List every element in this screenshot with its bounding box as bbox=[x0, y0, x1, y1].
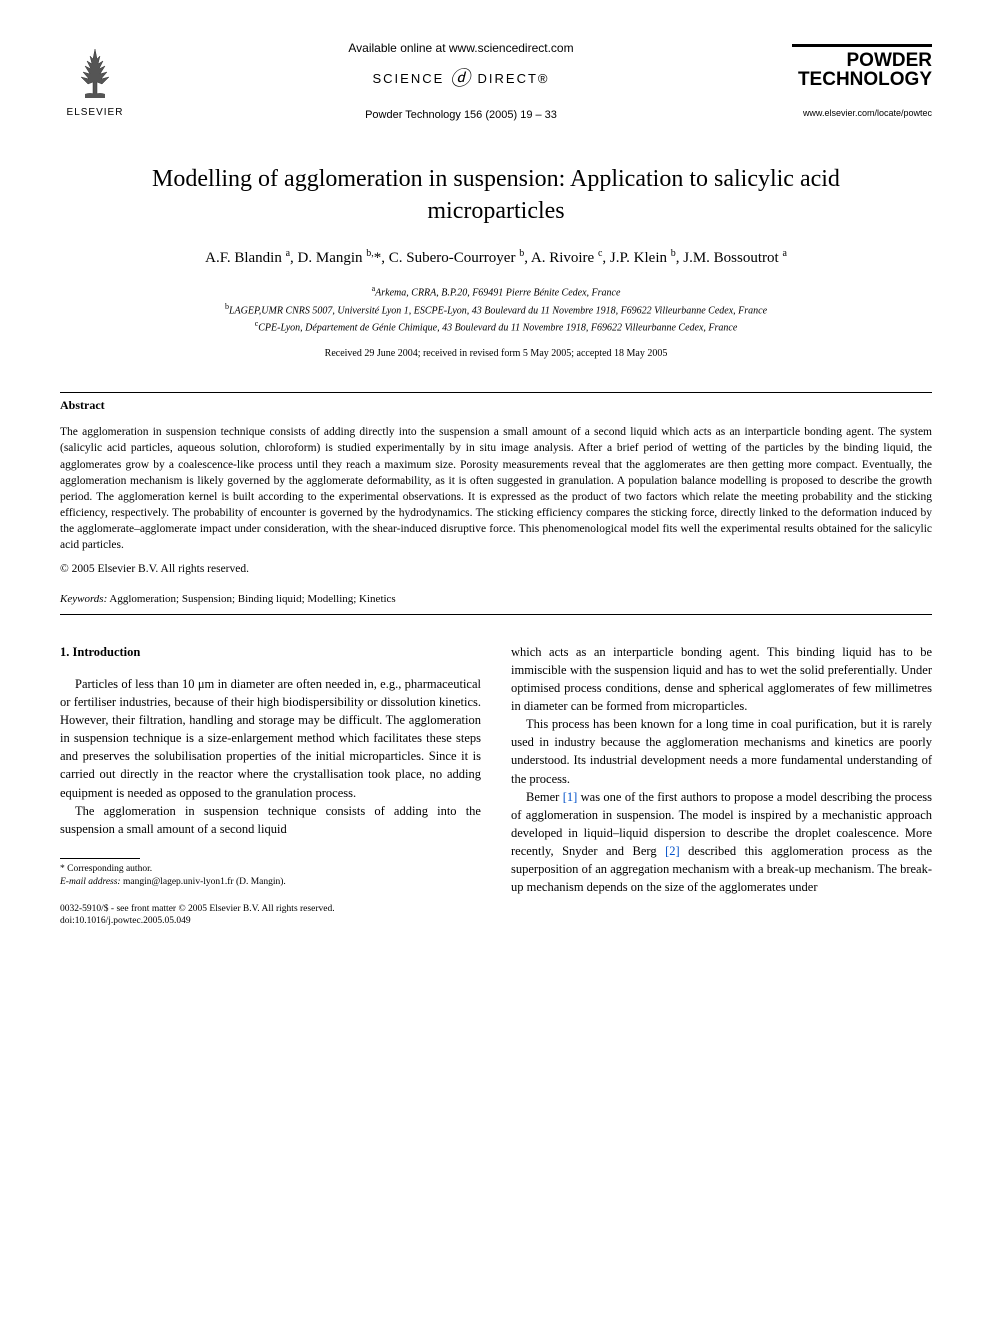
sd-right: DIRECT® bbox=[478, 71, 550, 86]
affiliations: aArkema, CRRA, B.P.20, F69491 Pierre Bén… bbox=[60, 283, 932, 335]
elsevier-tree-icon bbox=[65, 44, 125, 104]
sciencedirect-logo: SCIENCE ⓓ DIRECT® bbox=[130, 65, 792, 94]
intro-p3: which acts as an interparticle bonding a… bbox=[511, 643, 932, 716]
elsevier-logo: ELSEVIER bbox=[60, 42, 130, 122]
header-row: ELSEVIER Available online at www.science… bbox=[60, 40, 932, 124]
keywords-label: Keywords: bbox=[60, 593, 107, 605]
abstract-copyright: © 2005 Elsevier B.V. All rights reserved… bbox=[60, 561, 932, 578]
sd-d-icon: ⓓ bbox=[450, 68, 472, 90]
available-online-text: Available online at www.sciencedirect.co… bbox=[130, 40, 792, 57]
body-columns: 1. Introduction Particles of less than 1… bbox=[60, 643, 932, 929]
affiliation-b: bLAGEP,UMR CNRS 5007, Université Lyon 1,… bbox=[60, 301, 932, 318]
email-value: mangin@lagep.univ-lyon1.fr (D. Mangin). bbox=[123, 877, 286, 887]
footnote-rule bbox=[60, 858, 140, 859]
article-dates: Received 29 June 2004; received in revis… bbox=[60, 347, 932, 362]
keywords-text: Agglomeration; Suspension; Binding liqui… bbox=[109, 593, 395, 605]
divider bbox=[60, 392, 932, 393]
journal-logo-block: POWDER TECHNOLOGY www.elsevier.com/locat… bbox=[792, 44, 932, 120]
abstract-heading: Abstract bbox=[60, 397, 932, 414]
corresponding-footnote: * Corresponding author. bbox=[60, 863, 481, 876]
intro-p4: This process has been known for a long t… bbox=[511, 715, 932, 788]
right-column: which acts as an interparticle bonding a… bbox=[511, 643, 932, 929]
author-list: A.F. Blandin a, D. Mangin b,*, C. Subero… bbox=[60, 247, 932, 270]
sd-left: SCIENCE bbox=[372, 71, 444, 86]
journal-logo-title: POWDER TECHNOLOGY bbox=[792, 44, 932, 89]
intro-heading: 1. Introduction bbox=[60, 643, 481, 661]
header-center: Available online at www.sciencedirect.co… bbox=[130, 40, 792, 124]
email-label: E-mail address: bbox=[60, 877, 121, 887]
journal-url: www.elsevier.com/locate/powtec bbox=[792, 107, 932, 120]
ref-link-1[interactable]: [1] bbox=[563, 790, 578, 804]
intro-p5: Bemer [1] was one of the first authors t… bbox=[511, 788, 932, 897]
affiliation-c: cCPE-Lyon, Département de Génie Chimique… bbox=[60, 318, 932, 335]
intro-p2: The agglomeration in suspension techniqu… bbox=[60, 802, 481, 838]
journal-logo-line2: TECHNOLOGY bbox=[792, 70, 932, 89]
email-footnote: E-mail address: mangin@lagep.univ-lyon1.… bbox=[60, 876, 481, 889]
doi-line: doi:10.1016/j.powtec.2005.05.049 bbox=[60, 915, 481, 928]
divider bbox=[60, 614, 932, 615]
article-title: Modelling of agglomeration in suspension… bbox=[120, 164, 872, 226]
journal-reference: Powder Technology 156 (2005) 19 – 33 bbox=[130, 108, 792, 124]
bottom-meta: 0032-5910/$ - see front matter © 2005 El… bbox=[60, 903, 481, 929]
intro-p1: Particles of less than 10 μm in diameter… bbox=[60, 675, 481, 802]
issn-line: 0032-5910/$ - see front matter © 2005 El… bbox=[60, 903, 481, 916]
keywords: Keywords: Agglomeration; Suspension; Bin… bbox=[60, 592, 932, 608]
journal-logo-line1: POWDER bbox=[792, 51, 932, 70]
affiliation-a: aArkema, CRRA, B.P.20, F69491 Pierre Bén… bbox=[60, 283, 932, 300]
elsevier-label: ELSEVIER bbox=[67, 106, 124, 121]
left-column: 1. Introduction Particles of less than 1… bbox=[60, 643, 481, 929]
abstract-text: The agglomeration in suspension techniqu… bbox=[60, 424, 932, 553]
ref-link-2[interactable]: [2] bbox=[665, 844, 680, 858]
